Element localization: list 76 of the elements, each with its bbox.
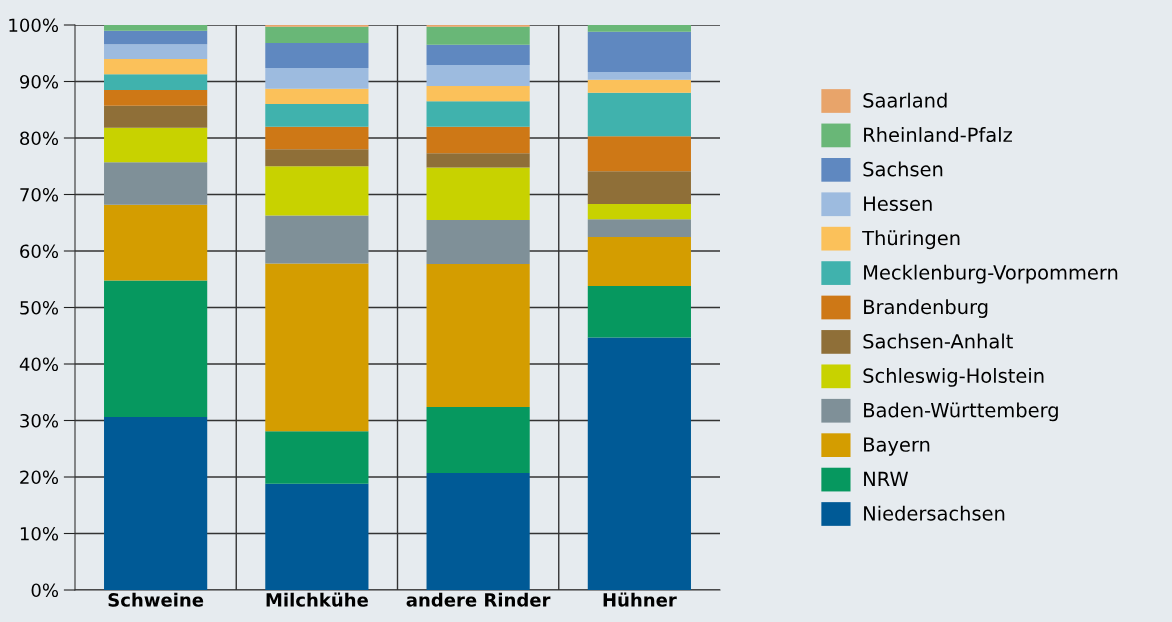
bar	[265, 104, 369, 127]
bar	[104, 44, 208, 59]
bar	[426, 44, 530, 66]
bar	[265, 149, 369, 167]
bar	[426, 167, 530, 220]
bar	[104, 58, 208, 75]
legend-label: Sachsen-Anhalt	[863, 333, 1013, 349]
y-tick-label: 40%	[19, 357, 59, 372]
y-tick-label: 10%	[20, 526, 59, 541]
y-tick-label: 20%	[20, 470, 59, 485]
legend-label: Mecklenburg-Vorpommern	[864, 264, 1118, 284]
bar	[265, 126, 369, 150]
legend-label: Thüringen	[862, 230, 960, 250]
bar	[104, 204, 208, 281]
bar	[426, 264, 530, 407]
bar	[587, 25, 691, 32]
bar	[587, 31, 691, 72]
bar	[265, 88, 369, 105]
bar	[265, 166, 369, 216]
bar	[265, 215, 369, 264]
x-tick-label: Schweine	[108, 592, 204, 607]
bar	[587, 92, 691, 137]
bar	[104, 30, 208, 45]
bar	[426, 65, 530, 87]
legend-label: Saarland	[863, 92, 947, 108]
bar	[104, 417, 208, 590]
y-tick-label: 70%	[20, 187, 59, 202]
x-tick-label: Hühner	[603, 592, 677, 607]
bar	[426, 26, 530, 45]
x-tick-label: Milchkühe	[266, 592, 368, 607]
bar	[265, 67, 369, 89]
bar	[587, 136, 691, 172]
bar	[587, 204, 691, 220]
y-tick-label: 0%	[31, 583, 59, 598]
bar	[426, 219, 530, 264]
legend-label: Rheinland-Pfalz	[864, 127, 1012, 143]
legend-label: Brandenburg	[864, 299, 988, 318]
legend-label: Niedersachsen	[864, 505, 1005, 521]
bar	[265, 263, 369, 432]
legend-label: Baden-Württemberg	[864, 402, 1058, 422]
bar	[426, 101, 530, 127]
bar	[587, 337, 691, 590]
bar	[265, 483, 369, 590]
y-tick-label: 30%	[20, 413, 59, 428]
bar	[104, 162, 208, 205]
bar	[104, 127, 208, 163]
y-tick-label: 100%	[9, 18, 59, 33]
bar	[587, 286, 691, 338]
bar	[265, 431, 369, 484]
bar	[587, 71, 691, 80]
y-tick-label: 80%	[20, 131, 59, 146]
bar	[587, 79, 691, 93]
bar	[265, 43, 369, 68]
bar	[587, 219, 691, 237]
bar	[426, 86, 530, 102]
legend-label: Sachsen	[863, 161, 943, 177]
bar	[104, 89, 208, 106]
bar	[104, 105, 208, 128]
legend-label: Hessen	[864, 196, 932, 211]
bar	[104, 280, 208, 418]
legend-label: NRW	[864, 471, 909, 486]
bar	[426, 153, 530, 168]
bar	[104, 74, 208, 90]
bar	[426, 406, 530, 474]
legend-label: Schleswig-Holstein	[863, 367, 1044, 387]
bar	[426, 473, 530, 590]
x-tick-label: andere Rinder	[406, 592, 551, 607]
bar	[265, 26, 369, 44]
legend-label: Bayern	[864, 437, 930, 456]
y-tick-label: 90%	[20, 74, 59, 89]
bar	[426, 126, 530, 154]
bar	[587, 236, 691, 287]
y-tick-label: 60%	[20, 244, 59, 259]
bar	[104, 25, 208, 31]
y-tick-label: 50%	[20, 300, 59, 315]
bar	[587, 171, 691, 205]
